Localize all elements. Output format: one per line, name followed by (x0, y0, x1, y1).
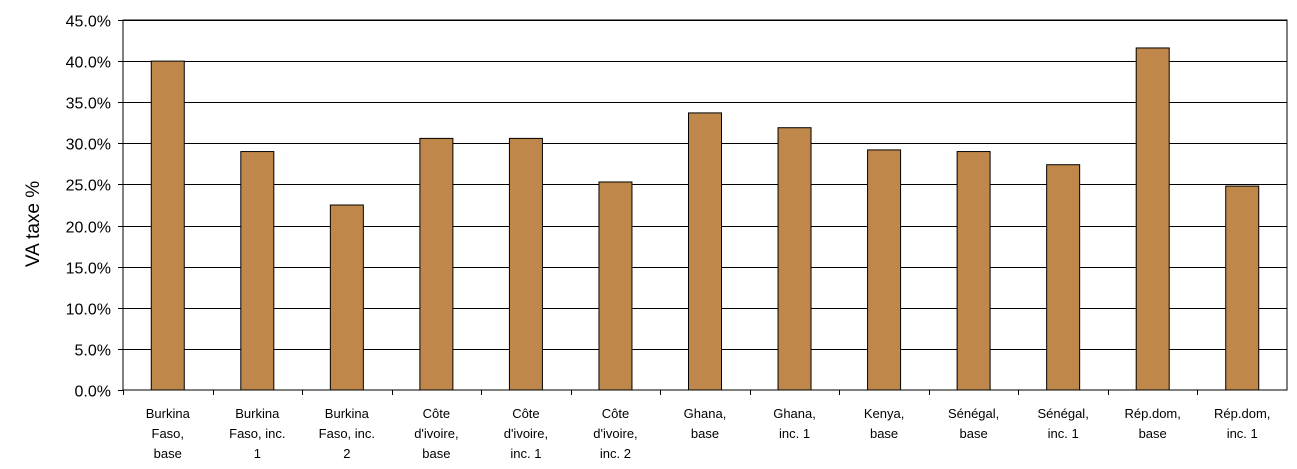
x-category-label: Faso, inc. (229, 426, 285, 441)
bar (329, 204, 364, 391)
x-category-label: Burkina (146, 406, 191, 421)
x-category-label: base (870, 426, 898, 441)
bar (598, 181, 633, 391)
x-category-label: base (154, 446, 182, 461)
x-category-label: Côte (423, 406, 450, 421)
x-category-label: Sénégal, (948, 406, 999, 421)
x-category-label: inc. 1 (779, 426, 810, 441)
y-tick-label: 40.0% (66, 55, 111, 72)
x-category-label: Burkina (325, 406, 370, 421)
x-category-label: base (960, 426, 988, 441)
y-tick-label: 30.0% (66, 137, 111, 154)
x-category-label: Côte (512, 406, 539, 421)
bar (956, 151, 991, 391)
x-category-label: Faso, (152, 426, 185, 441)
x-category-label: Burkina (235, 406, 280, 421)
x-category-label: inc. 1 (1227, 426, 1258, 441)
y-axis-title: VA taxe % (23, 181, 44, 267)
bar (1225, 185, 1260, 391)
bar (1135, 47, 1170, 391)
bars (150, 47, 1260, 391)
y-tick-labels: 0.0% 5.0% 10.0% 15.0% 20.0% 25.0% 30.0% 35.0% 40… (66, 14, 111, 401)
y-tick-label: 0.0% (75, 384, 111, 401)
plot-frame (122, 19, 1288, 391)
bar (240, 151, 275, 391)
x-category-label: inc. 1 (1048, 426, 1079, 441)
x-category-label: inc. 2 (600, 446, 631, 461)
bar (688, 112, 722, 391)
bar (867, 149, 902, 391)
axes (118, 19, 1288, 395)
y-tick-label: 5.0% (75, 343, 111, 360)
x-category-label: Ghana, (773, 406, 816, 421)
x-category-label: d'ivoire, (593, 426, 637, 441)
y-tick-label: 10.0% (66, 302, 111, 319)
x-category-label: d'ivoire, (504, 426, 548, 441)
y-tick-label: 45.0% (66, 14, 111, 31)
bar (419, 137, 454, 391)
x-category-label: Sénégal, (1037, 406, 1088, 421)
bar (1046, 164, 1081, 391)
x-category-label: base (422, 446, 450, 461)
bar (508, 137, 543, 391)
x-category-label: Rép.dom, (1214, 406, 1270, 421)
x-category-labels: Burkina Faso, base Burkina Faso, inc. 1 Burkin… (146, 406, 1271, 461)
x-category-label: 2 (343, 446, 350, 461)
x-category-label: Ghana, (684, 406, 727, 421)
y-tick-label: 35.0% (66, 96, 111, 113)
x-category-label: base (691, 426, 719, 441)
bar (150, 60, 185, 391)
y-tick-label: 20.0% (66, 220, 111, 237)
bar (777, 127, 812, 391)
x-category-label: Kenya, (864, 406, 904, 421)
x-category-label: d'ivoire, (414, 426, 458, 441)
y-tick-label: 15.0% (66, 261, 111, 278)
y-tick-label: 25.0% (66, 178, 111, 195)
x-category-label: inc. 1 (510, 446, 541, 461)
x-category-label: 1 (254, 446, 261, 461)
x-category-label: base (1139, 426, 1167, 441)
x-category-label: Côte (602, 406, 629, 421)
x-category-label: Rép.dom, (1125, 406, 1181, 421)
x-category-label: Faso, inc. (319, 426, 375, 441)
